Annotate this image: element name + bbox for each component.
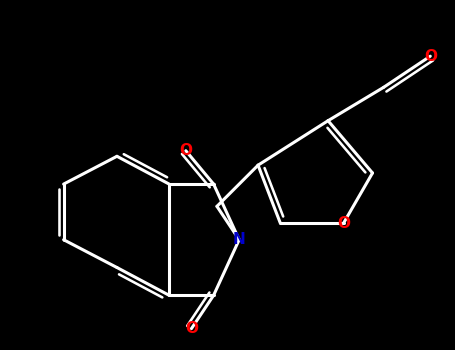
- Text: O: O: [179, 143, 192, 158]
- Text: O: O: [337, 216, 350, 231]
- Text: O: O: [424, 49, 437, 64]
- Text: O: O: [185, 321, 198, 336]
- Text: N: N: [233, 232, 246, 247]
